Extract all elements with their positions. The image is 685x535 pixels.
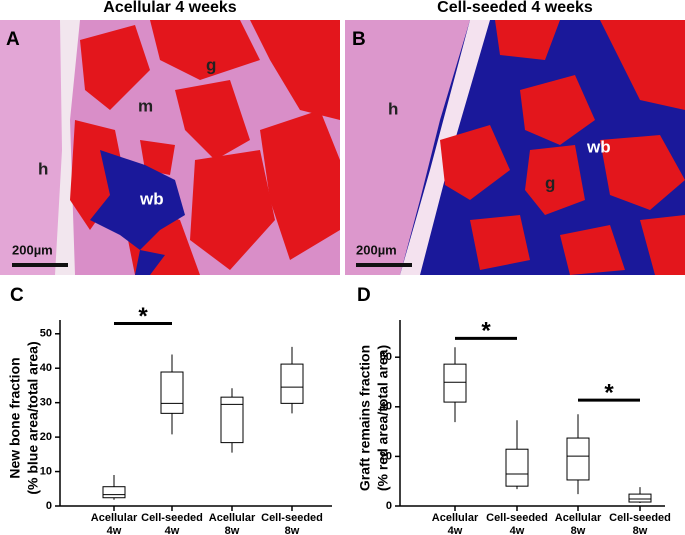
y-axis-label: (% red area/total area) (375, 345, 391, 491)
y-tick-label: 30 (40, 397, 52, 409)
y-axis-label: Graft remains fraction (357, 345, 373, 491)
image-label: g (206, 55, 216, 74)
histology-image-b: B h wb g 200µm (345, 20, 685, 275)
box (505, 448, 529, 487)
x-tick-label: Cell-seeded (261, 512, 323, 524)
image-title: Cell-seeded 4 weeks (437, 0, 593, 16)
y-axis-label: (% blue area/total area) (25, 341, 41, 494)
box (102, 486, 126, 499)
image-title: Acellular 4 weeks (103, 0, 237, 16)
panel-letter: A (6, 29, 20, 50)
significance-star: * (481, 318, 491, 345)
y-tick-label: 60 (380, 351, 392, 363)
y-tick-label: 10 (40, 465, 52, 477)
x-tick-label: 4w (510, 525, 525, 535)
y-tick-label: 40 (380, 401, 392, 413)
x-tick-label: 8w (633, 525, 648, 535)
histology-image-a: A h m g wb 200µm (0, 20, 340, 275)
panel-letter: C (10, 285, 24, 306)
x-tick-label: 4w (448, 525, 463, 535)
x-tick-label: 8w (225, 525, 240, 535)
x-tick-label: 4w (107, 525, 122, 535)
x-tick-label: 8w (285, 525, 300, 535)
x-tick-label: 4w (165, 525, 180, 535)
y-tick-label: 0 (386, 500, 392, 512)
box (628, 493, 652, 503)
y-tick-label: 20 (40, 431, 52, 443)
significance-star: * (138, 303, 148, 330)
scale-label: 200µm (356, 242, 397, 257)
image-label: h (38, 159, 48, 178)
x-tick-label: Acellular (209, 512, 256, 524)
image-label: m (138, 96, 153, 115)
box (220, 396, 244, 444)
y-tick-label: 20 (380, 450, 392, 462)
x-tick-label: Acellular (555, 512, 602, 524)
panel-letter: B (352, 29, 366, 50)
box (566, 437, 590, 481)
image-label: h (388, 99, 398, 118)
x-tick-label: 8w (571, 525, 586, 535)
box (280, 363, 304, 404)
significance-star: * (604, 379, 614, 406)
x-tick-label: Cell-seeded (486, 512, 548, 524)
scale-label: 200µm (12, 242, 53, 257)
y-tick-label: 0 (46, 500, 52, 512)
y-tick-label: 50 (40, 328, 52, 340)
image-label: wb (139, 189, 164, 208)
y-axis-label: New bone fraction (7, 357, 23, 478)
panel-letter: D (357, 285, 371, 306)
box (160, 371, 184, 414)
box (443, 363, 467, 403)
image-label: g (545, 173, 555, 192)
y-tick-label: 40 (40, 362, 52, 374)
x-tick-label: Acellular (432, 512, 479, 524)
x-tick-label: Acellular (91, 512, 138, 524)
x-tick-label: Cell-seeded (141, 512, 203, 524)
x-tick-label: Cell-seeded (609, 512, 671, 524)
image-label: wb (586, 137, 611, 156)
